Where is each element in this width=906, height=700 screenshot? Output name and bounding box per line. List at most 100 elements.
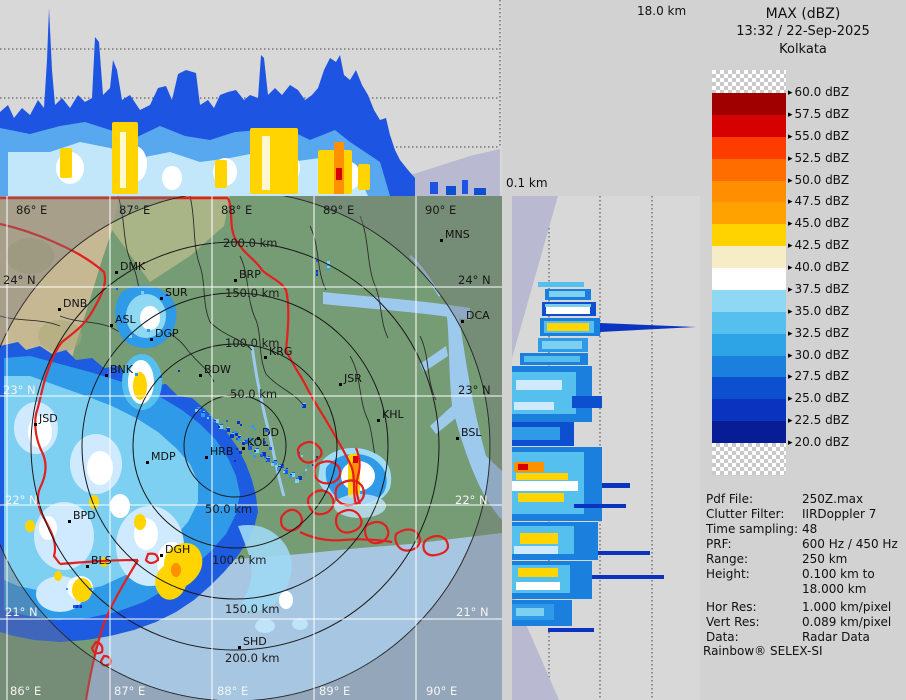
legend-band (712, 158, 786, 181)
legend-level-label: ▸ 50.0 dBZ (788, 173, 849, 187)
metadata-value: 48 (802, 522, 818, 536)
city-marker (34, 423, 37, 426)
city-marker (242, 447, 245, 450)
city-label: DGH (165, 543, 191, 556)
city-label: SHD (243, 635, 267, 648)
legend-level-label: ▸ 35.0 dBZ (788, 304, 849, 318)
level-arrow-icon: ▸ (788, 219, 793, 230)
legend-band (712, 202, 786, 225)
metadata-label: PRF: (706, 537, 732, 551)
metadata-row: PRF: 600 Hz / 450 Hz (706, 537, 904, 552)
beam-limit-top (512, 196, 558, 358)
min-height-label: 0.1 km (506, 176, 548, 190)
level-arrow-icon: ▸ (788, 438, 793, 448)
city-label: KRG (269, 345, 293, 358)
range-ring-label: 50.0 km (230, 387, 278, 401)
level-text: 47.5 dBZ (794, 194, 850, 209)
city-label: BLS (91, 554, 112, 567)
state-borders (0, 196, 450, 700)
city-marker (238, 646, 241, 649)
legend-level-label: ▸ 57.5 dBZ (788, 107, 849, 121)
level-text: 25.0 dBZ (794, 391, 850, 406)
city-label: BNK (110, 363, 133, 376)
city-marker (205, 456, 208, 459)
level-arrow-icon: ▸ (788, 153, 793, 164)
legend-band (712, 180, 786, 203)
metadata-row: Range: 250 km (706, 552, 904, 567)
city-label: SUR (165, 286, 188, 299)
xz-projection-panel (0, 0, 502, 196)
legend-level-label: ▸ 42.5 dBZ (788, 238, 849, 252)
city-marker (264, 356, 267, 359)
city-marker (339, 383, 342, 386)
legend-band (712, 333, 786, 356)
legend-level-label: ▸ 32.5 dBZ (788, 326, 849, 340)
city-label: BDW (204, 363, 231, 376)
level-text: 50.0 dBZ (794, 172, 850, 187)
level-arrow-icon: ▸ (788, 88, 793, 98)
city-marker (115, 271, 118, 274)
legend-level-label: ▸ 55.0 dBZ (788, 129, 849, 143)
city-marker (234, 279, 237, 282)
range-rings (0, 196, 491, 700)
city-label: DGP (155, 327, 179, 340)
range-ring-label: 150.0 km (225, 286, 280, 300)
metadata-label: Vert Res: (706, 615, 760, 629)
yz-projection-panel (512, 196, 710, 700)
legend-band (712, 114, 786, 138)
city-marker (199, 374, 202, 377)
legend-band (712, 377, 786, 400)
legend-level-label: ▸ 47.5 dBZ (788, 194, 849, 208)
legend-band (712, 246, 786, 269)
level-text: 45.0 dBZ (794, 216, 850, 231)
range-ring-label: 50.0 km (205, 502, 253, 516)
metadata-row: Data: Radar Data (706, 630, 904, 645)
level-text: 52.5 dBZ (794, 150, 850, 165)
legend-band (712, 224, 786, 247)
metadata-value: 250 km (802, 552, 848, 566)
city-label: BRP (239, 268, 261, 281)
legend-level-label: ▸ 60.0 dBZ (788, 85, 849, 99)
city-label: JSR (344, 372, 362, 385)
level-text: 40.0 dBZ (794, 260, 850, 274)
metadata-label: Hor Res: (706, 600, 757, 614)
city-marker (160, 554, 163, 557)
level-arrow-icon: ▸ (788, 306, 793, 317)
metadata-value: 18.000 km (802, 582, 867, 596)
city-label: MDP (151, 450, 176, 463)
graticule (0, 196, 502, 700)
level-arrow-icon: ▸ (788, 131, 793, 142)
level-text: 22.5 dBZ (794, 413, 850, 428)
city-label: DMK (120, 260, 146, 273)
range-ring-label: 200.0 km (225, 651, 280, 665)
yz-projection-graphic (512, 196, 710, 700)
city-label: HRB (210, 445, 234, 458)
city-marker (150, 338, 153, 341)
legend-level-label: ▸ 27.5 dBZ (788, 369, 849, 383)
xz-projection-graphic (0, 0, 502, 196)
level-text: 60.0 dBZ (794, 85, 850, 99)
level-text: 37.5 dBZ (794, 281, 850, 296)
metadata-row: Clutter Filter: IIRDoppler 7 (706, 507, 904, 522)
city-marker (461, 320, 464, 323)
city-marker (146, 461, 149, 464)
metadata-row: Height: 0.100 km to (706, 567, 904, 582)
legend-band (712, 268, 786, 291)
level-text: 42.5 dBZ (794, 238, 850, 253)
metadata-row: Vert Res: 0.089 km/pixel (706, 615, 904, 630)
legend-band (712, 93, 786, 116)
level-text: 57.5 dBZ (794, 106, 850, 121)
legend-level-label: ▸ 45.0 dBZ (788, 216, 849, 230)
product-title: MAX (dBZ) (765, 6, 841, 22)
legend-level-label: ▸ 22.5 dBZ (788, 413, 849, 427)
legend-band (712, 289, 786, 313)
city-marker (456, 437, 459, 440)
level-arrow-icon: ▸ (788, 372, 793, 383)
city-marker (257, 437, 260, 440)
legend-band-nodata (712, 70, 786, 93)
yz-echoes (512, 282, 696, 632)
legend-colorbar (712, 70, 786, 475)
legend-band (712, 311, 786, 335)
level-arrow-icon: ▸ (788, 175, 793, 186)
metadata-row: Time sampling: 48 (706, 522, 904, 537)
